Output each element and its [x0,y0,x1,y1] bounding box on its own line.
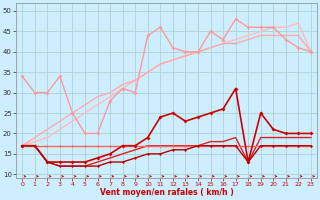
X-axis label: Vent moyen/en rafales ( km/h ): Vent moyen/en rafales ( km/h ) [100,188,234,197]
